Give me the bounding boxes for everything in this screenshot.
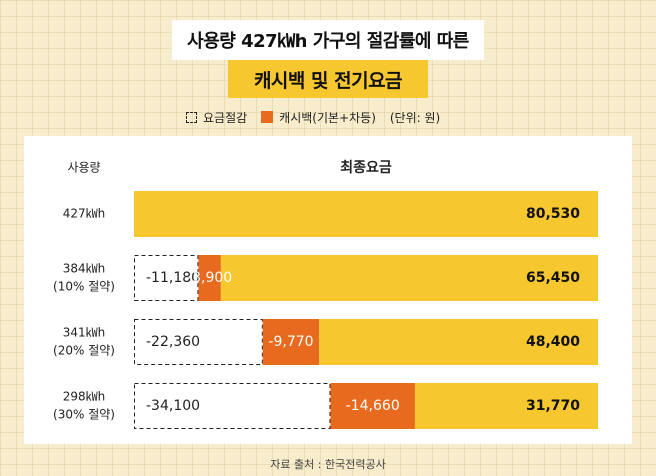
cashback-bar [262,319,320,365]
saving-bar [134,383,331,429]
category-label: 427㎾h [63,207,106,221]
cashback-bar [330,383,415,429]
category-sublabel: (10% 절약) [53,279,115,294]
final-bill-value-label: 31,770 [526,398,580,414]
final-bill-value-label: 48,400 [526,334,580,350]
final-bill-value-label: 65,450 [526,270,580,286]
source-note: 자료 출처 : 한국전력공사 [270,458,386,471]
final-bill-value-label: 80,530 [526,206,580,222]
legend-saving-swatch [186,111,197,123]
legend: 요금절감 캐시백(기본+차등) (단위: 원) [186,108,454,126]
row-header: 사용량 [67,161,100,175]
cashback-value-label: -14,660 [346,398,400,414]
legend-cashback-swatch [261,111,274,123]
final-bill-bar [414,383,598,429]
cashback-value-label: -3,900 [187,270,232,286]
cashback-value-label: -9,770 [268,334,313,350]
title-line1: 사용량 427㎾h 가구의 절감률에 따른 [172,20,484,60]
category-label: 298㎾h [63,390,106,404]
saving-bar [134,319,263,365]
final-bill-bar [134,191,598,237]
saving-value-label: -11,180 [146,270,200,286]
saving-value-label: -34,100 [146,398,200,414]
column-header: 최종요금 [340,160,392,176]
category-label: 341㎾h [63,326,106,340]
legend-cashback-label: 캐시백(기본+차등) [279,110,376,125]
category-label: 384㎾h [63,262,106,276]
final-bill-bar [220,255,598,301]
legend-unit-label: (단위: 원) [389,110,441,125]
saving-value-label: -22,360 [146,334,200,350]
final-bill-bar [319,319,598,365]
cashback-bar [198,255,221,301]
legend-saving-label: 요금절감 [203,110,248,125]
title-line2: 캐시백 및 전기요금 [228,60,428,98]
category-sublabel: (30% 절약) [53,407,115,422]
category-sublabel: (20% 절약) [53,343,115,358]
saving-bar [134,255,199,301]
chart-panel: 사용량 최종요금 427㎾h 80,530 384㎾h (10% 절약) -11,180 -3… [24,136,632,444]
